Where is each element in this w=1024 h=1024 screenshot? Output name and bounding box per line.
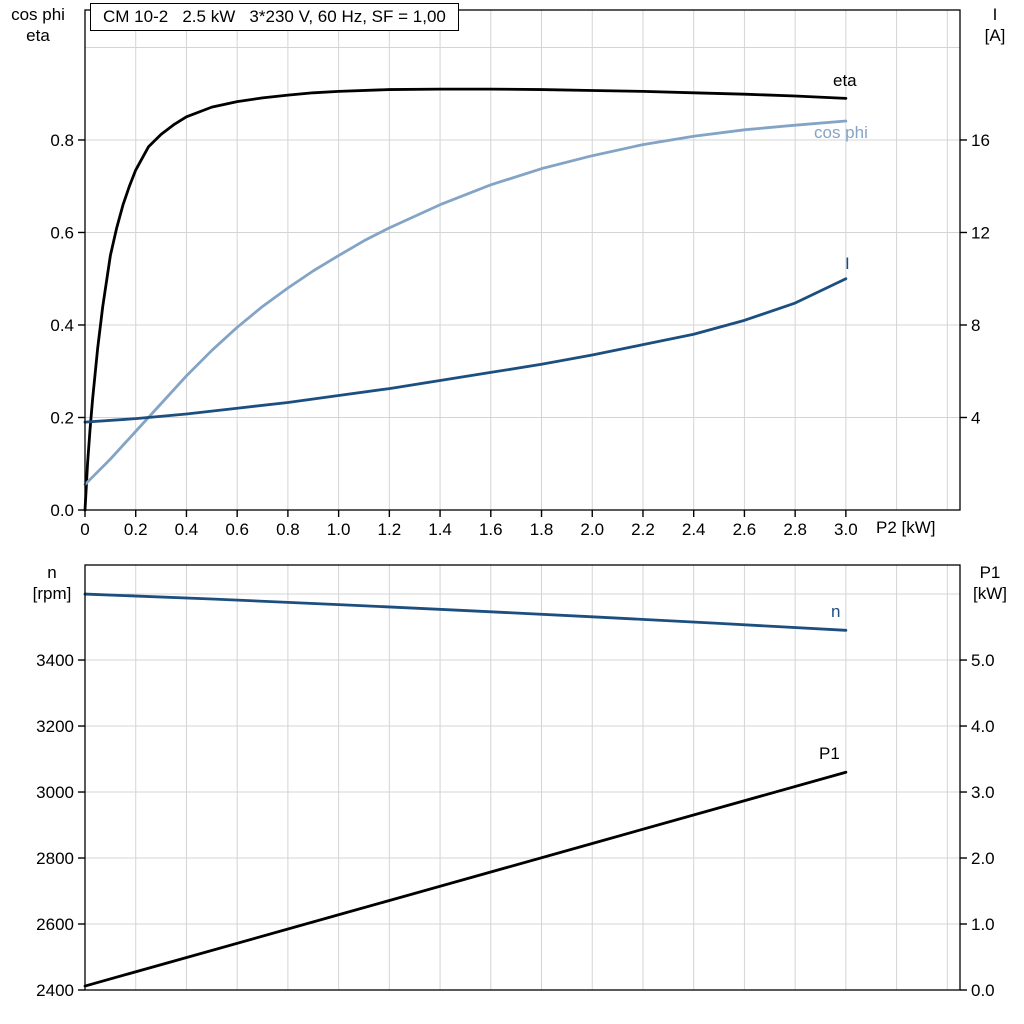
series-n	[83, 592, 848, 632]
left-axis-tick-label: 0.4	[50, 316, 74, 335]
left-axis-tick-label: 0.0	[50, 501, 74, 520]
bottom-right-axis-title-line2: [kW]	[973, 584, 1007, 603]
x-axis-tick-label: 0.8	[276, 520, 300, 539]
x-axis-tick-label: 2.4	[682, 520, 706, 539]
x-axis-tick-label: 0.6	[225, 520, 249, 539]
top-left-axis-title-line2: eta	[26, 26, 50, 45]
left-axis-tick-label: 0.8	[50, 131, 74, 150]
left-axis-tick-label: 0.6	[50, 223, 74, 242]
x-axis-tick-label: 1.0	[327, 520, 351, 539]
right-axis-tick-label: 8	[971, 316, 980, 335]
curve-label-current: I	[845, 254, 850, 273]
right-axis-tick-label: 16	[971, 131, 990, 150]
left-axis-tick-label: 2600	[36, 915, 74, 934]
right-axis-tick-label: 4.0	[971, 717, 995, 736]
right-axis-tick-label: 0.0	[971, 981, 995, 1000]
x-axis-tick-label: 2.2	[631, 520, 655, 539]
top-left-axis-title-line1: cos phi	[11, 5, 65, 24]
x-axis-title: P2 [kW]	[876, 518, 936, 537]
bottom-right-axis-title: P1 [kW]	[961, 562, 1019, 604]
curve-label-cos-phi: cos phi	[814, 123, 868, 142]
right-axis-tick-label: 5.0	[971, 651, 995, 670]
x-axis-tick-label: 3.0	[834, 520, 858, 539]
top-right-axis-title-line1: I	[992, 5, 998, 24]
bottom-left-axis-title-line2: [rpm]	[32, 584, 72, 603]
right-axis-tick-label: 4	[971, 408, 980, 427]
x-axis-tick-label: 0.4	[175, 520, 199, 539]
x-axis-tick-label: 1.8	[530, 520, 554, 539]
x-axis-tick-label: 2.6	[733, 520, 757, 539]
series-p1	[83, 770, 848, 988]
series-current	[83, 277, 848, 424]
left-axis-tick-label: 2400	[36, 981, 74, 1000]
right-axis-tick-label: 12	[971, 223, 990, 242]
left-axis-tick-label: 2800	[36, 849, 74, 868]
x-axis-tick-label: 1.6	[479, 520, 503, 539]
top-right-axis-title: I [A]	[970, 4, 1020, 46]
bottom-left-axis-title-line1: n	[47, 563, 57, 582]
x-axis-tick-label: 2.8	[783, 520, 807, 539]
x-axis-tick-label: 1.4	[428, 520, 452, 539]
plot-border	[84, 9, 961, 511]
left-axis-tick-label: 3200	[36, 717, 74, 736]
bottom-right-axis-title-line1: P1	[979, 563, 1001, 582]
top-right-axis-title-line2: [A]	[984, 26, 1006, 45]
curve-label-eta: eta	[833, 71, 857, 90]
right-axis-tick-label: 2.0	[971, 849, 995, 868]
x-axis-tick-label: 1.2	[378, 520, 402, 539]
series-eta	[83, 87, 848, 512]
x-axis-tick-label: 2.0	[580, 520, 604, 539]
right-axis-tick-label: 1.0	[971, 915, 995, 934]
left-axis-tick-label: 3400	[36, 651, 74, 670]
bottom-left-axis-title: n [rpm]	[22, 562, 82, 604]
x-axis-tick-label: 0	[80, 520, 89, 539]
curve-label-p1: P1	[819, 744, 840, 763]
series-cos-phi	[83, 119, 848, 486]
x-axis-tick-label: 0.2	[124, 520, 148, 539]
chart-title: CM 10-2 2.5 kW 3*230 V, 60 Hz, SF = 1,00	[90, 3, 459, 31]
left-axis-tick-label: 0.2	[50, 408, 74, 427]
curve-label-n: n	[831, 602, 841, 621]
left-axis-tick-label: 3000	[36, 783, 74, 802]
right-axis-tick-label: 3.0	[971, 783, 995, 802]
plot-border	[84, 564, 961, 991]
top-left-axis-title: cos phi eta	[4, 4, 72, 46]
